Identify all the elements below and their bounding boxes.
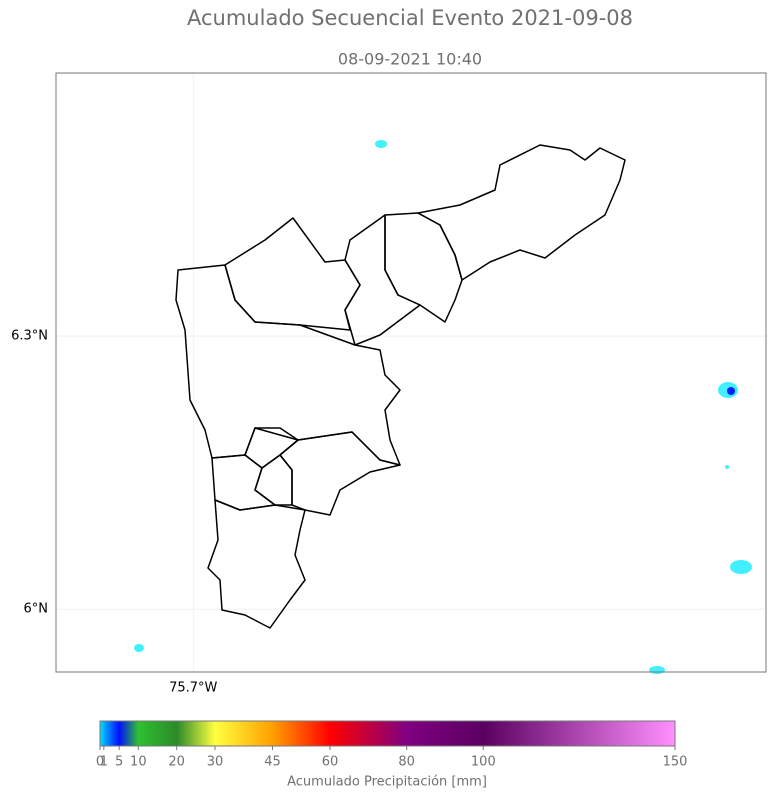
colorbar-tick-label: 10 [130, 755, 147, 770]
colorbar-tick-label: 30 [207, 755, 224, 770]
colorbar-tick-label: 60 [322, 755, 339, 770]
title: Acumulado Secuencial Evento 2021-09-08 [187, 6, 633, 30]
region [207, 499, 306, 629]
colorbar-tick-label: 20 [168, 755, 185, 770]
colorbar-tick-label: 150 [663, 755, 688, 770]
map-frame [55, 72, 767, 673]
region [175, 264, 401, 466]
rain-cell [730, 560, 752, 574]
rain-cell [375, 140, 387, 148]
rain-cell [134, 644, 144, 652]
y-tick-label: 6°N [24, 602, 49, 617]
municipalities [175, 144, 626, 629]
region [224, 217, 361, 331]
x-tick-label: 75.7°W [169, 681, 217, 696]
rain-cell [725, 465, 729, 469]
colorbar [99, 720, 676, 747]
precipitation [134, 140, 752, 674]
region [211, 454, 276, 511]
rain-cell [727, 387, 735, 395]
colorbar-label: Acumulado Precipitación [mm] [287, 775, 487, 790]
region [279, 431, 401, 516]
colorbar-tick-label: 1 [100, 755, 108, 770]
region [384, 212, 463, 323]
subtitle: 08-09-2021 10:40 [338, 50, 482, 69]
colorbar-tick-label: 0 [96, 755, 104, 770]
colorbar-tick-label: 80 [398, 755, 415, 770]
y-tick-label: 6.3°N [11, 329, 48, 344]
region [417, 144, 626, 281]
colorbar-tick-label: 5 [115, 755, 123, 770]
rain-cell [649, 666, 665, 674]
grid [56, 73, 766, 672]
colorbar-tick-label: 45 [264, 755, 281, 770]
colorbar-tick-label: 100 [471, 755, 496, 770]
